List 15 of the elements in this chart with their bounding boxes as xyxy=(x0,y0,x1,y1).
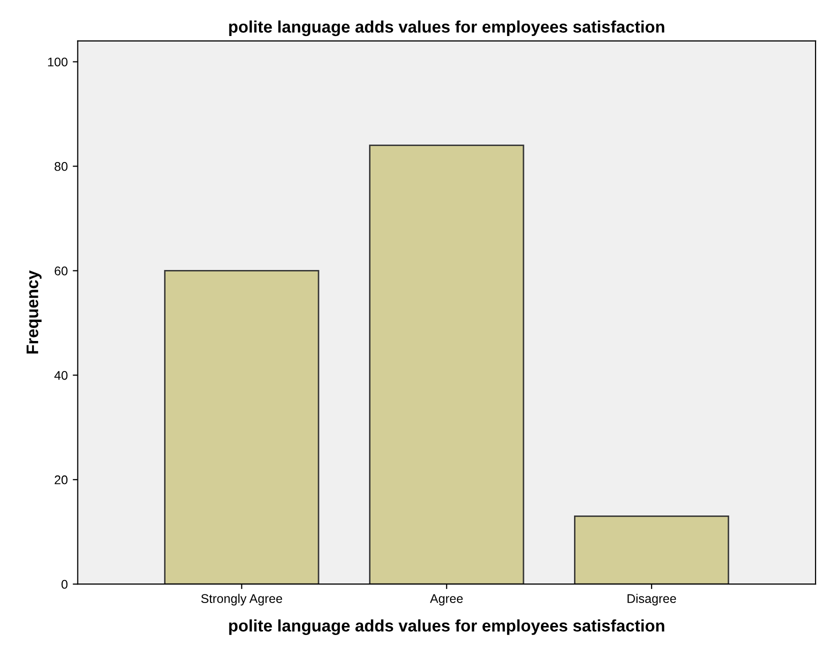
y-tick-label: 40 xyxy=(54,370,68,380)
chart-title: polite language adds values for employees satisfaction xyxy=(229,20,664,36)
y-tick-label: 80 xyxy=(54,162,68,171)
x-tick-label: Agree xyxy=(430,594,463,606)
x-tick-label: Strongly Agree xyxy=(201,594,282,606)
y-axis-title: Frequency xyxy=(26,270,42,354)
y-tick-label: 20 xyxy=(54,475,68,484)
bar xyxy=(574,516,730,584)
y-tick-label: 60 xyxy=(54,266,68,276)
bar xyxy=(164,270,320,584)
y-tick-label: 0 xyxy=(62,580,68,589)
bar xyxy=(369,144,524,584)
y-tick-label: 100 xyxy=(48,58,68,66)
x-tick-label: Disagree xyxy=(628,594,676,606)
x-axis-title: polite language adds values for employees satisfaction xyxy=(229,619,664,635)
